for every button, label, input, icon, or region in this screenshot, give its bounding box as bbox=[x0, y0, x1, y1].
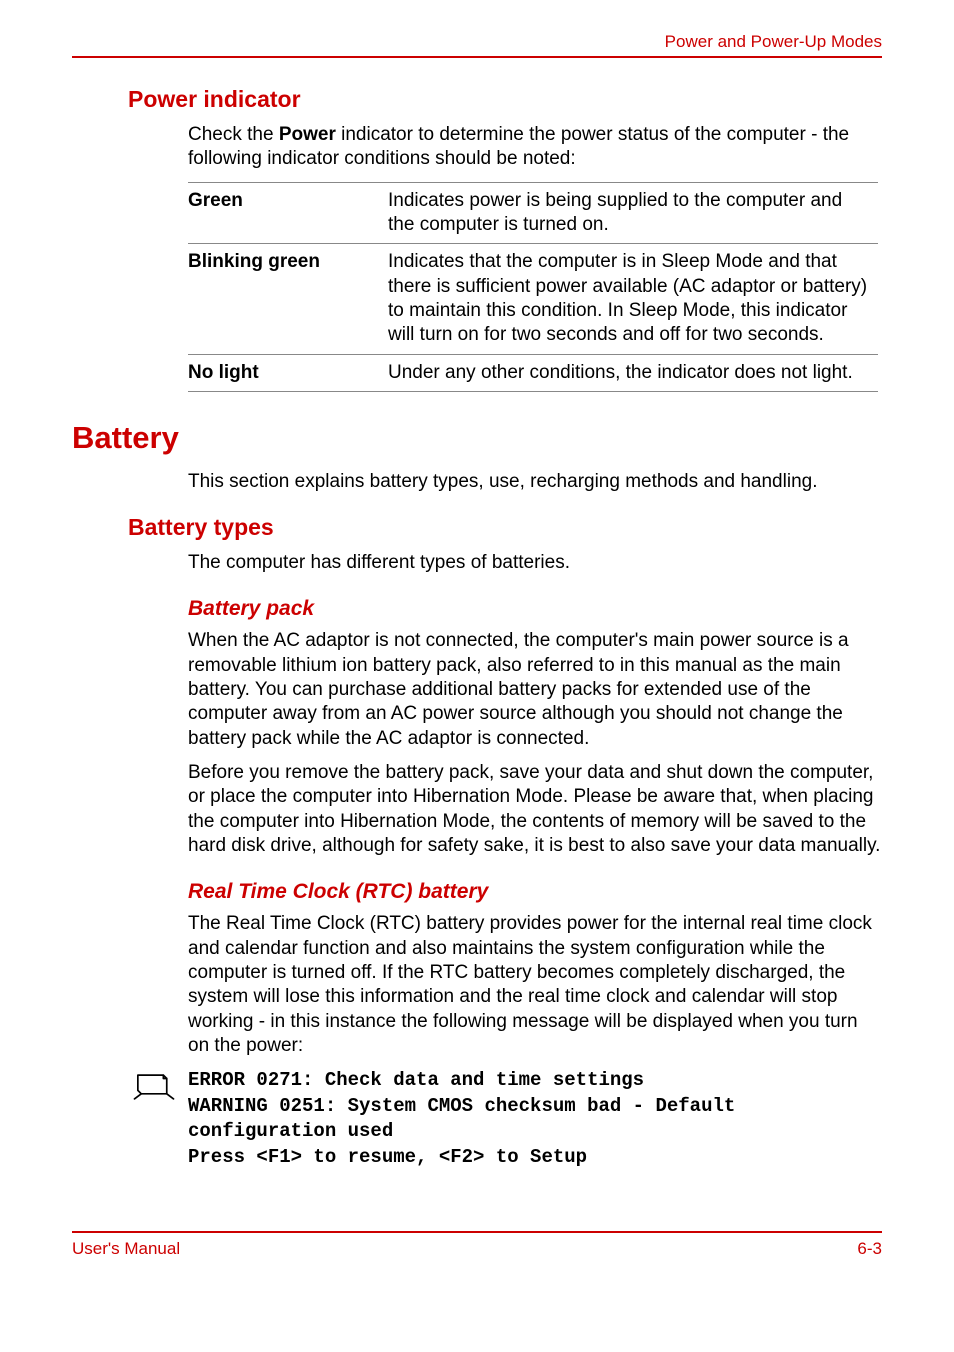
power-indicator-intro: Check the Power indicator to determine t… bbox=[188, 123, 882, 172]
rtc-p1: The Real Time Clock (RTC) battery provid… bbox=[188, 912, 882, 1058]
table-row: No light Under any other conditions, the… bbox=[188, 354, 878, 391]
table-val: Indicates that the computer is in Sleep … bbox=[388, 244, 878, 354]
header-right-text: Power and Power-Up Modes bbox=[665, 32, 882, 52]
page-footer: User's Manual 6-3 bbox=[72, 1231, 882, 1259]
heading-battery: Battery bbox=[72, 420, 882, 456]
page-header: Power and Power-Up Modes bbox=[72, 32, 882, 58]
table-val: Indicates power is being supplied to the… bbox=[388, 182, 878, 244]
heading-power-indicator: Power indicator bbox=[128, 86, 882, 113]
table-val: Under any other conditions, the indicato… bbox=[388, 354, 878, 391]
note-text: ERROR 0271: Check data and time settings… bbox=[188, 1068, 882, 1171]
heading-battery-types: Battery types bbox=[128, 514, 882, 541]
heading-rtc-battery: Real Time Clock (RTC) battery bbox=[188, 880, 882, 904]
table-key: No light bbox=[188, 354, 388, 391]
battery-pack-p1: When the AC adaptor is not connected, th… bbox=[188, 629, 882, 751]
battery-pack-p2: Before you remove the battery pack, save… bbox=[188, 761, 882, 858]
power-indicator-table: Green Indicates power is being supplied … bbox=[188, 182, 878, 392]
note-block: ERROR 0271: Check data and time settings… bbox=[132, 1068, 882, 1171]
table-key: Blinking green bbox=[188, 244, 388, 354]
footer-left: User's Manual bbox=[72, 1239, 180, 1259]
intro-bold: Power bbox=[279, 124, 336, 145]
table-key: Green bbox=[188, 182, 388, 244]
note-icon bbox=[132, 1068, 188, 1171]
battery-intro: This section explains battery types, use… bbox=[188, 470, 882, 494]
table-row: Green Indicates power is being supplied … bbox=[188, 182, 878, 244]
heading-battery-pack: Battery pack bbox=[188, 597, 882, 621]
intro-pre: Check the bbox=[188, 124, 279, 145]
table-row: Blinking green Indicates that the comput… bbox=[188, 244, 878, 354]
footer-right: 6-3 bbox=[857, 1239, 882, 1259]
battery-types-intro: The computer has different types of batt… bbox=[188, 551, 882, 575]
